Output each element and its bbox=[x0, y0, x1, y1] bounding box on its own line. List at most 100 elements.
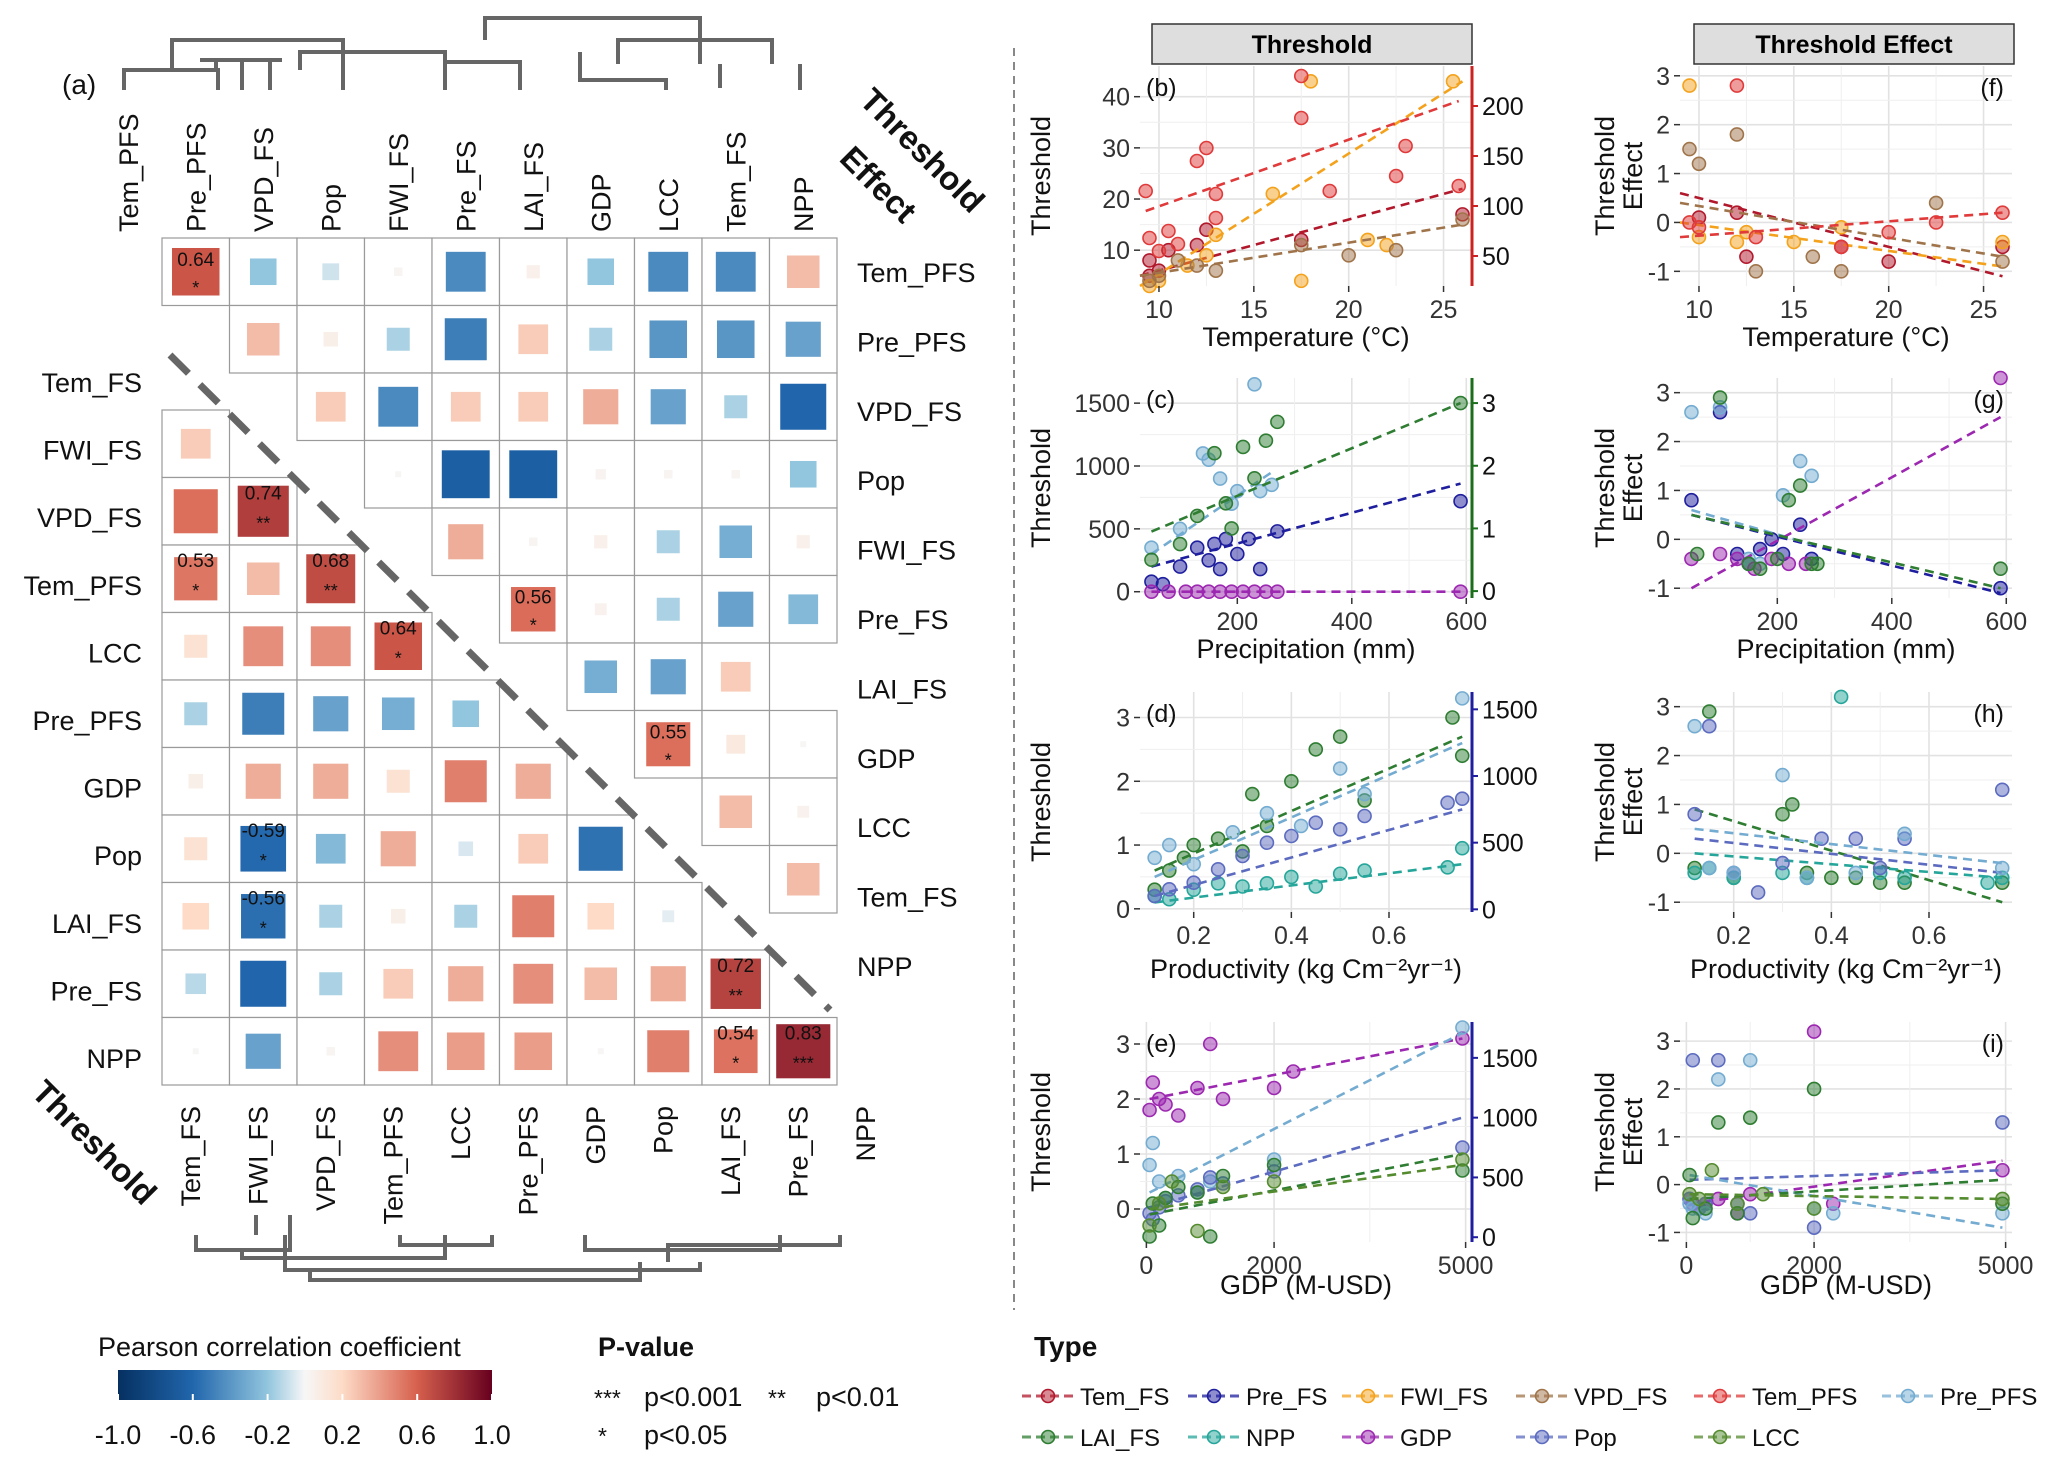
corr-square bbox=[237, 485, 289, 537]
data-point-LAI_FS bbox=[1742, 1110, 1758, 1125]
panel-label: (g) bbox=[1973, 386, 2004, 414]
y-tick-label: 2 bbox=[1116, 1086, 1130, 1114]
y-axis-title: Effect bbox=[1618, 453, 1648, 522]
upper-row-label: FWI_FS bbox=[857, 536, 956, 566]
corr-square bbox=[594, 603, 607, 616]
trend-line-Pop bbox=[1689, 1168, 2003, 1182]
data-point-Pop bbox=[1775, 855, 1790, 871]
colorbar-tick-label: 0.2 bbox=[324, 1420, 362, 1450]
data-point-Pre_PFS bbox=[1994, 860, 2010, 876]
corr-value: 0.74 bbox=[245, 484, 282, 505]
lower-column-label: Tem_PFS bbox=[379, 1106, 409, 1225]
data-point-Pre_PFS bbox=[1161, 837, 1177, 853]
plot-area bbox=[1140, 66, 1472, 286]
type-legend: Type Tem_FS Pre_FS FWI_FS VPD_FS Tem_PFS Pre_P… bbox=[1022, 1331, 2037, 1452]
data-point-Pre_PFS bbox=[1147, 850, 1162, 866]
data-point-Tem_FS bbox=[1142, 253, 1157, 268]
x-axis-title: Precipitation (mm) bbox=[1196, 634, 1415, 664]
data-point-LCC bbox=[1190, 1223, 1205, 1239]
data-point-LAI_FS bbox=[1284, 773, 1299, 789]
legend-item: Tem_PFS bbox=[1694, 1384, 1857, 1411]
corr-square bbox=[713, 1029, 758, 1074]
legend-item: VPD_FS bbox=[1516, 1384, 1667, 1411]
data-point-Pre_FS bbox=[1241, 531, 1257, 547]
corr-square bbox=[656, 597, 680, 621]
lower-column-label: VPD_FS bbox=[311, 1106, 341, 1211]
x-tick-label: 0.2 bbox=[1716, 922, 1751, 950]
plot-area bbox=[1140, 378, 1472, 598]
colorbar-title: Pearson correlation coefficient bbox=[98, 1332, 461, 1362]
corr-significance: * bbox=[192, 278, 199, 298]
y-tick-label: 1 bbox=[1656, 477, 1670, 505]
y-axis-title: Effect bbox=[1618, 767, 1648, 836]
x-axis-title: Productivity (kg Cm⁻²yr⁻¹) bbox=[1150, 954, 1462, 984]
data-point-VPD_FS bbox=[1293, 237, 1309, 253]
upper-column-label: LCC bbox=[654, 178, 684, 232]
data-point-Pre_PFS bbox=[1142, 1157, 1157, 1173]
legend-item: Pop bbox=[1516, 1425, 1617, 1452]
corr-square bbox=[381, 697, 415, 731]
corr-value: 0.64 bbox=[177, 250, 214, 271]
y-tick-label: 0 bbox=[1656, 1172, 1670, 1200]
data-point-LAI_FS bbox=[1792, 478, 1808, 493]
y-axis-title: Threshold bbox=[1590, 116, 1620, 236]
corr-square bbox=[245, 1033, 281, 1069]
scatter-panel-h: (h) 0.2 0.4 0.6 -1 0 1 2 3 Productivity (kg Cm⁻²y… bbox=[1590, 689, 2012, 984]
data-point-Pop bbox=[1332, 822, 1348, 837]
data-point-LAI_FS bbox=[1993, 561, 2008, 576]
x-tick-label: 25 bbox=[1430, 296, 1458, 324]
y-tick-label: 0 bbox=[1656, 209, 1670, 237]
data-point-Pre_PFS bbox=[1259, 805, 1275, 821]
upper-column-label: Tem_PFS bbox=[114, 113, 144, 232]
data-point-Tem_PFS bbox=[1691, 220, 1707, 235]
data-point-Pop bbox=[1711, 1052, 1726, 1068]
data-point-LAI_FS bbox=[1270, 414, 1285, 430]
trend-line-Tem_PFS bbox=[1679, 211, 2003, 239]
data-point-LAI_FS bbox=[1685, 1210, 1701, 1226]
trend-line-NPP bbox=[1154, 862, 1463, 904]
corr-square bbox=[786, 255, 820, 289]
corr-square bbox=[664, 470, 673, 479]
data-point-NPP bbox=[1357, 863, 1372, 878]
data-point-GDP bbox=[1171, 1108, 1186, 1123]
corr-value: -0.59 bbox=[242, 821, 285, 842]
data-point-Pre_PFS bbox=[1701, 860, 1717, 876]
data-point-NPP bbox=[1284, 869, 1299, 885]
lower-column-label: FWI_FS bbox=[244, 1106, 274, 1205]
data-point-NPP bbox=[1833, 689, 1849, 705]
data-point-NPP bbox=[1897, 870, 1912, 886]
x-tick-label: 20 bbox=[1875, 296, 1903, 324]
data-point-Pre_PFS bbox=[1684, 404, 1699, 420]
data-point-LAI_FS bbox=[1235, 439, 1251, 455]
data-point-Tem_PFS bbox=[1928, 215, 1944, 230]
x-tick-label: 15 bbox=[1780, 296, 1808, 324]
scatter-panel-c: (c)200 400 6000500100015000123Precipitatio… bbox=[1026, 376, 1496, 664]
data-point-Pre_PFS bbox=[1455, 1020, 1470, 1035]
lower-column-label: Pre_FS bbox=[784, 1106, 814, 1198]
corr-square bbox=[249, 258, 277, 286]
corr-square bbox=[529, 537, 538, 546]
corr-square bbox=[184, 634, 208, 658]
legend-marker bbox=[1712, 1429, 1728, 1445]
legend-item: FWI_FS bbox=[1342, 1384, 1488, 1411]
legend-item: GDP bbox=[1342, 1425, 1452, 1452]
corr-square bbox=[509, 450, 558, 499]
corr-significance: * bbox=[530, 616, 537, 636]
corr-square bbox=[188, 773, 204, 789]
y-axis-title: Threshold bbox=[1590, 428, 1620, 548]
dendrogram-branch bbox=[170, 38, 345, 90]
lower-row-label: GDP bbox=[83, 774, 142, 804]
lower-title: Threshold bbox=[25, 1073, 164, 1212]
corr-square bbox=[726, 734, 746, 754]
data-point-VPD_FS bbox=[1341, 248, 1356, 263]
dendrogram-branch bbox=[194, 1235, 292, 1252]
corr-square bbox=[319, 972, 343, 996]
corr-square bbox=[240, 960, 287, 1007]
corr-square bbox=[306, 554, 356, 604]
corr-square bbox=[171, 247, 220, 296]
threshold-effect-header: Threshold Effect bbox=[1755, 31, 1953, 59]
corr-significance: ** bbox=[324, 581, 338, 601]
legend-item: LCC bbox=[1694, 1425, 1800, 1452]
corr-square bbox=[512, 895, 555, 938]
